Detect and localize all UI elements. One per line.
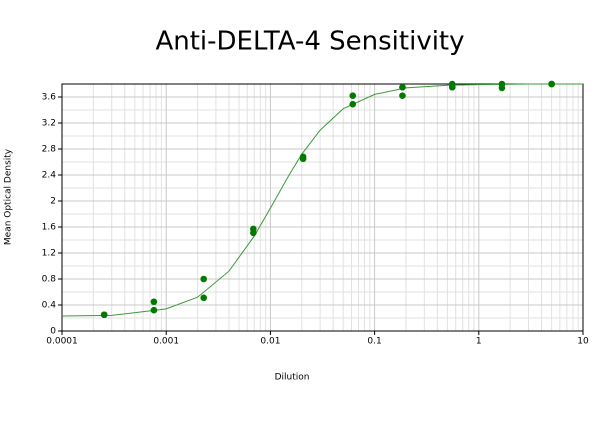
y-tick-label: 0.4 (42, 301, 57, 311)
data-point (299, 155, 307, 163)
data-point (349, 100, 357, 108)
x-axis-label: Dilution (275, 373, 310, 383)
chart-title: Anti-DELTA-4 Sensitivity (155, 27, 464, 57)
y-tick-label: 3.6 (42, 93, 57, 103)
x-tick-label: 10 (577, 337, 589, 347)
x-tick-label: 1 (476, 337, 482, 347)
y-tick-label: 0.8 (42, 275, 57, 285)
data-point (250, 229, 257, 237)
data-point (200, 275, 207, 283)
y-tick-label: 0 (50, 327, 56, 337)
x-tick-label: 0.001 (153, 337, 179, 347)
data-point (448, 83, 456, 91)
x-tick-label: 0.1 (367, 337, 381, 347)
y-tick-label: 3.2 (42, 119, 56, 129)
y-tick-label: 1.6 (42, 223, 57, 233)
plot-frame (61, 83, 584, 332)
data-point (399, 92, 406, 99)
data-point (548, 80, 555, 88)
y-tick-label: 2.4 (42, 171, 57, 181)
data-point (100, 311, 108, 319)
data-point (349, 92, 357, 99)
data-point (150, 298, 158, 306)
y-axis-label: Mean Optical Density (4, 148, 14, 245)
fit-curve (61, 83, 583, 317)
y-tick-label: 1.2 (42, 249, 56, 259)
x-tick-label: 0.0001 (46, 337, 78, 347)
y-tick-label: 2.8 (42, 145, 57, 155)
y-tick-label: 2 (50, 197, 56, 207)
data-point (200, 294, 207, 302)
x-tick-label: 0.01 (260, 337, 280, 347)
data-point (150, 306, 158, 314)
data-point (498, 84, 506, 92)
data-point (399, 83, 406, 91)
